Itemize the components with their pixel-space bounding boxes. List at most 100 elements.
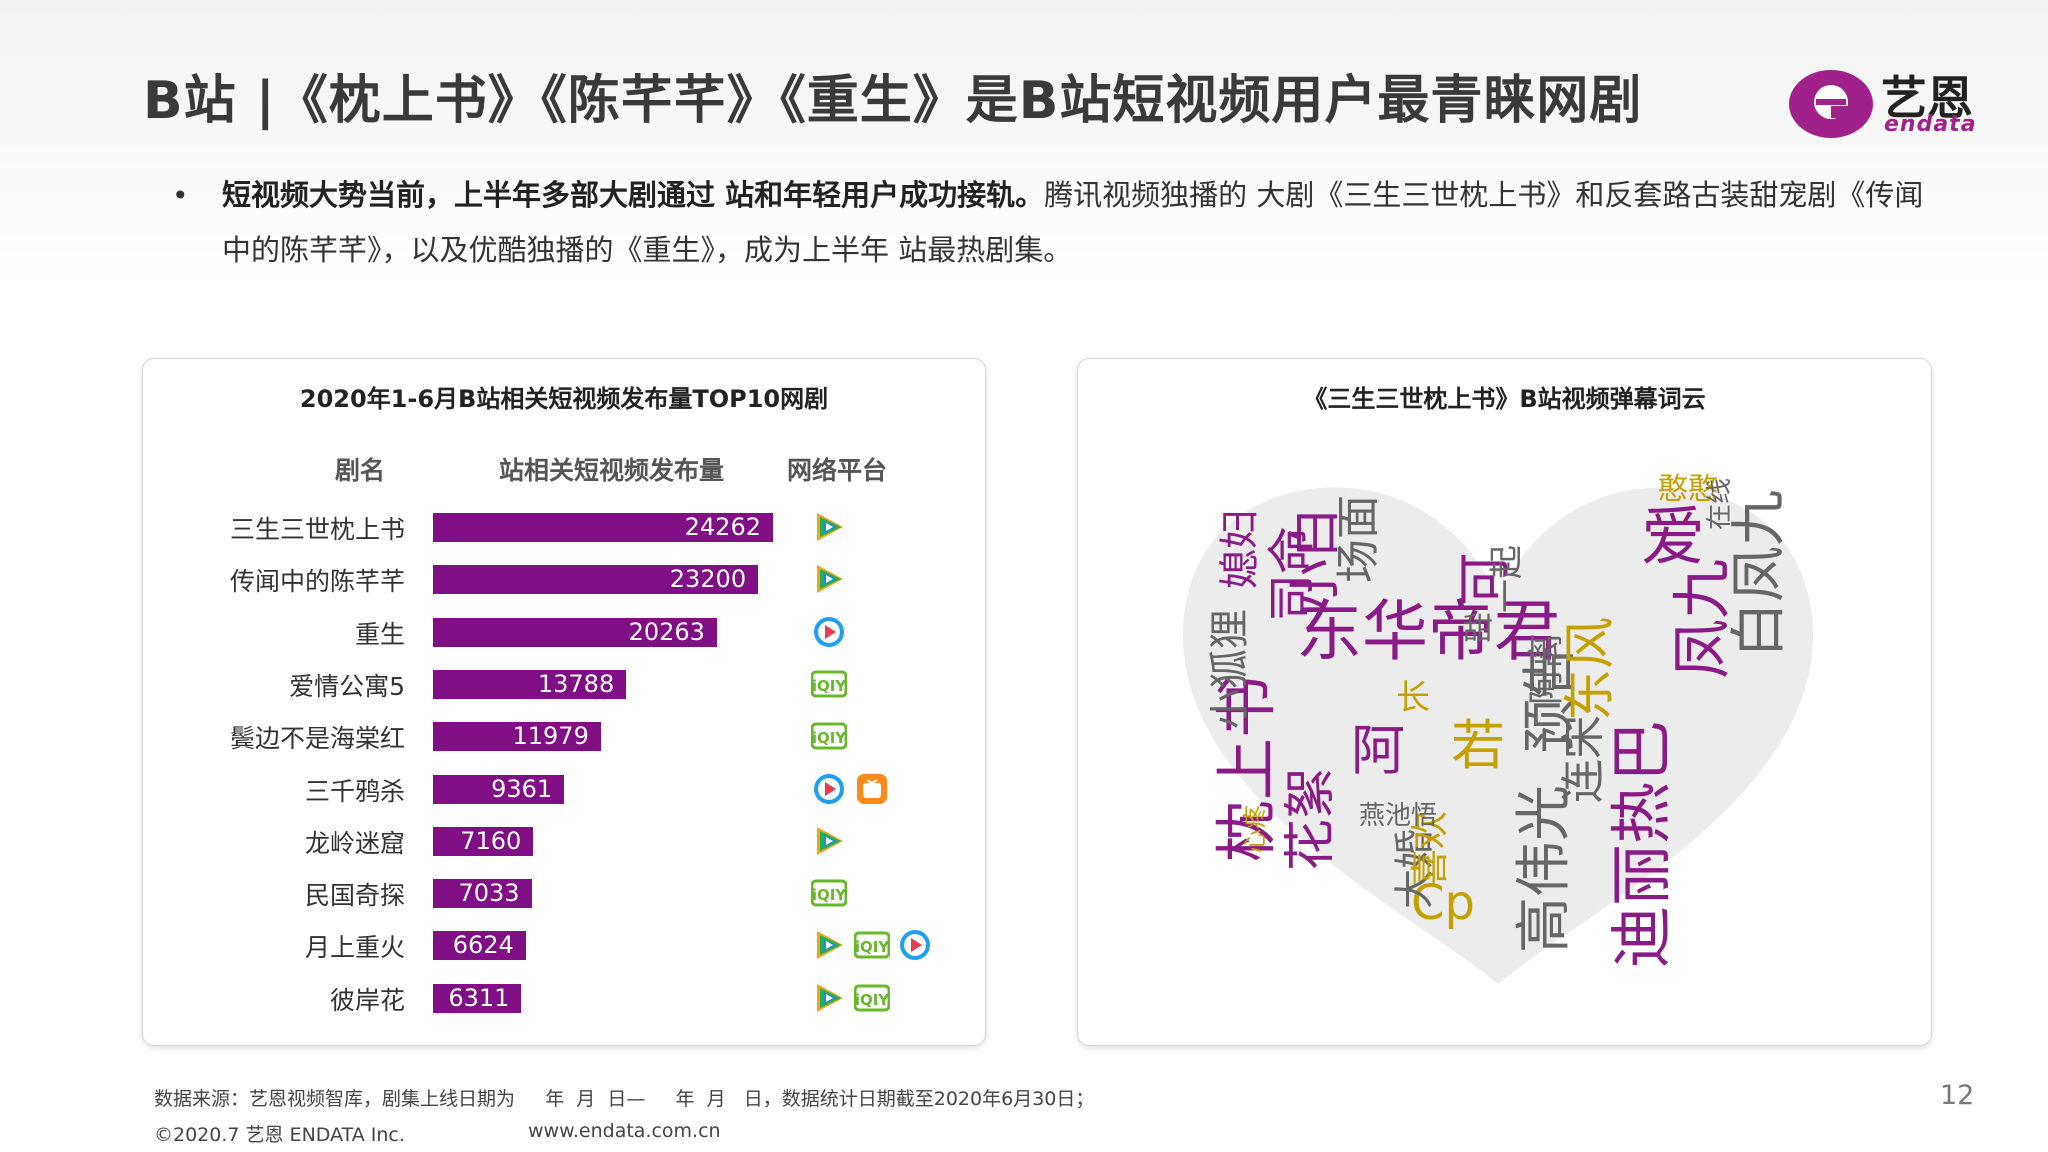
cloud-word: 心疼 bbox=[1241, 805, 1269, 853]
category-label: 爱情公寓5 bbox=[289, 671, 405, 701]
svg-text:iQIY: iQIY bbox=[812, 886, 847, 904]
bar-value-label: 11979 bbox=[512, 722, 589, 751]
cloud-word: 高伟光 bbox=[1512, 785, 1577, 953]
category-label: 民国奇探 bbox=[304, 881, 405, 911]
cloud-word: 喜欢 bbox=[1408, 811, 1452, 887]
cloud-word: 若 bbox=[1451, 714, 1505, 777]
bar: 20263 bbox=[433, 617, 717, 647]
iqiyi-icon: iQIY bbox=[810, 722, 848, 750]
platform-icon bbox=[811, 771, 847, 807]
cloud-word: 长 bbox=[1396, 678, 1430, 718]
bar: 9361 bbox=[433, 774, 565, 804]
bullet-dot: • bbox=[172, 179, 189, 212]
tencent-video-icon bbox=[817, 931, 843, 960]
platform-icon: iQIY bbox=[853, 980, 891, 1016]
svg-text:iQIY: iQIY bbox=[855, 991, 890, 1009]
page-title: B站 |《枕上书》《陈芊芊》《重生》是B站短视频用户最青睐网剧 bbox=[143, 71, 1643, 131]
svg-text:iQIY: iQIY bbox=[812, 677, 847, 695]
heart-shape bbox=[1182, 487, 1814, 984]
cloud-word: 司命 bbox=[1264, 526, 1320, 622]
cloud-word: 连宋 bbox=[1558, 715, 1609, 803]
summary-bullet: • 短视频大势当前，上半年多部大剧通过 站和年轻用户成功接轨。腾讯视频独播的 大… bbox=[172, 168, 1932, 278]
chart-title: 2020年1-6月B站相关短视频发布量TOP10网剧 bbox=[299, 385, 829, 413]
cloud-word: 迪丽热巴 bbox=[1605, 720, 1678, 968]
wordcloud-panel: 《三生三世枕上书》B站视频弹幕词云 枕上书 东华帝君 小白 凤九 迪丽热巴 高伟光 预告 花絮… bbox=[1077, 358, 1932, 1046]
category-label: 三千鸦杀 bbox=[304, 776, 405, 806]
bar-value-label: 6624 bbox=[452, 931, 514, 960]
category-label: 重生 bbox=[354, 619, 405, 649]
bar-value-label: 20263 bbox=[628, 617, 705, 646]
cloud-word: 憨憨 bbox=[1658, 472, 1718, 507]
bar-value-label: 24262 bbox=[684, 513, 761, 541]
cloud-word: 在线 bbox=[1705, 478, 1735, 530]
cloud-word: 东风 bbox=[1561, 617, 1621, 721]
platform-icon bbox=[811, 823, 847, 859]
category-label: 龙岭迷窟 bbox=[304, 828, 405, 858]
cloud-word: 一起 bbox=[1487, 545, 1527, 613]
bar: 7160 bbox=[433, 826, 534, 856]
tencent-video-icon bbox=[817, 565, 843, 594]
category-label: 月上重火 bbox=[304, 933, 405, 963]
bar-value-label: 7033 bbox=[458, 879, 520, 908]
tencent-video-icon bbox=[817, 513, 843, 541]
cloud-word: 花絮 bbox=[1281, 767, 1341, 871]
col-head-platform: 网络平台 bbox=[787, 456, 888, 485]
bar: 6311 bbox=[433, 983, 522, 1013]
cloud-word: 凤九 bbox=[1668, 559, 1738, 679]
endata-logo: 艺恩 endata bbox=[1786, 62, 1986, 142]
tencent-video-icon bbox=[817, 983, 843, 1012]
platform-icon: iQIY bbox=[853, 927, 891, 963]
bar-value-label: 7160 bbox=[460, 826, 522, 855]
bar: 13788 bbox=[433, 669, 627, 699]
iqiyi-icon: iQIY bbox=[810, 670, 848, 698]
website-link[interactable]: www.endata.com.cn bbox=[528, 1120, 721, 1142]
svg-text:iQIY: iQIY bbox=[812, 729, 847, 747]
iqiyi-icon: iQIY bbox=[853, 931, 891, 959]
cloud-word: 小白 bbox=[1286, 507, 1346, 611]
iqiyi-icon: iQIY bbox=[853, 984, 891, 1012]
category-label: 彼岸花 bbox=[329, 985, 405, 1015]
cloud-word: 爱 bbox=[1641, 501, 1705, 575]
bar-value-label: 23200 bbox=[669, 565, 747, 594]
cloud-word: Cp bbox=[1411, 875, 1475, 931]
bullet-text: 短视频大势当前，上半年多部大剧通过 站和年轻用户成功接轨。腾讯视频独播的 大剧《… bbox=[222, 168, 1932, 278]
mango-tv-icon bbox=[857, 773, 887, 804]
category-label: 鬓边不是海棠红 bbox=[229, 724, 405, 754]
iqiyi-icon: iQIY bbox=[810, 879, 848, 907]
platform-icon bbox=[811, 561, 847, 597]
cloud-word: 甜 bbox=[1463, 612, 1493, 647]
platform-icon bbox=[897, 927, 933, 963]
youku-icon bbox=[900, 930, 930, 961]
cloud-word: 燕池悟 bbox=[1359, 801, 1437, 831]
cloud-word: 白凤九 bbox=[1727, 490, 1792, 658]
bullet-bold: 短视频大势当前，上半年多部大剧通过 站和年轻用户成功接轨。 bbox=[222, 178, 1045, 212]
bar: 23200 bbox=[433, 565, 759, 595]
logo-en: endata bbox=[1884, 112, 1977, 137]
cloud-word: 枕上书 bbox=[1210, 676, 1283, 862]
bullet-normal: 腾讯视频独播的 大剧《三生三世枕上书》和反套路古装甜宠剧《传闻中的陈芊芊》，以及… bbox=[222, 178, 1924, 267]
svg-text:iQIY: iQIY bbox=[855, 938, 890, 956]
platform-icon: iQIY bbox=[810, 666, 848, 702]
cloud-word: 可 bbox=[1453, 552, 1516, 606]
cloud-word: 媳妇 bbox=[1217, 509, 1263, 589]
platform-icon bbox=[854, 771, 890, 807]
data-source: 数据来源：艺恩视频智库，剧集上线日期为 年 月 日— 年 月 日，数据统计日期截… bbox=[154, 1088, 1095, 1110]
bar-chart-panel: 2020年1-6月B站相关短视频发布量TOP10网剧 剧名 站相关短视频发布量 … bbox=[142, 358, 986, 1046]
youku-icon bbox=[814, 773, 844, 804]
page-number: 12 bbox=[1940, 1080, 1975, 1111]
bar: 7033 bbox=[433, 879, 532, 909]
bar-value-label: 13788 bbox=[537, 669, 615, 698]
cloud-word: 东华帝君 bbox=[1296, 593, 1560, 670]
col-head-volume: 站相关短视频发布量 bbox=[499, 456, 725, 485]
cloud-word: 大婚 bbox=[1392, 829, 1438, 909]
platform-icon: iQIY bbox=[810, 718, 848, 754]
copyright: ©2020.7 艺恩 ENDATA Inc. bbox=[154, 1124, 405, 1146]
platform-icon bbox=[811, 509, 847, 545]
endata-logo-icon bbox=[1789, 70, 1873, 138]
bar-value-label: 9361 bbox=[491, 774, 553, 803]
platform-icon bbox=[811, 614, 847, 650]
platform-icon bbox=[811, 927, 847, 963]
bar: 6624 bbox=[433, 931, 526, 961]
logo-cn: 艺恩 bbox=[1881, 71, 1973, 125]
